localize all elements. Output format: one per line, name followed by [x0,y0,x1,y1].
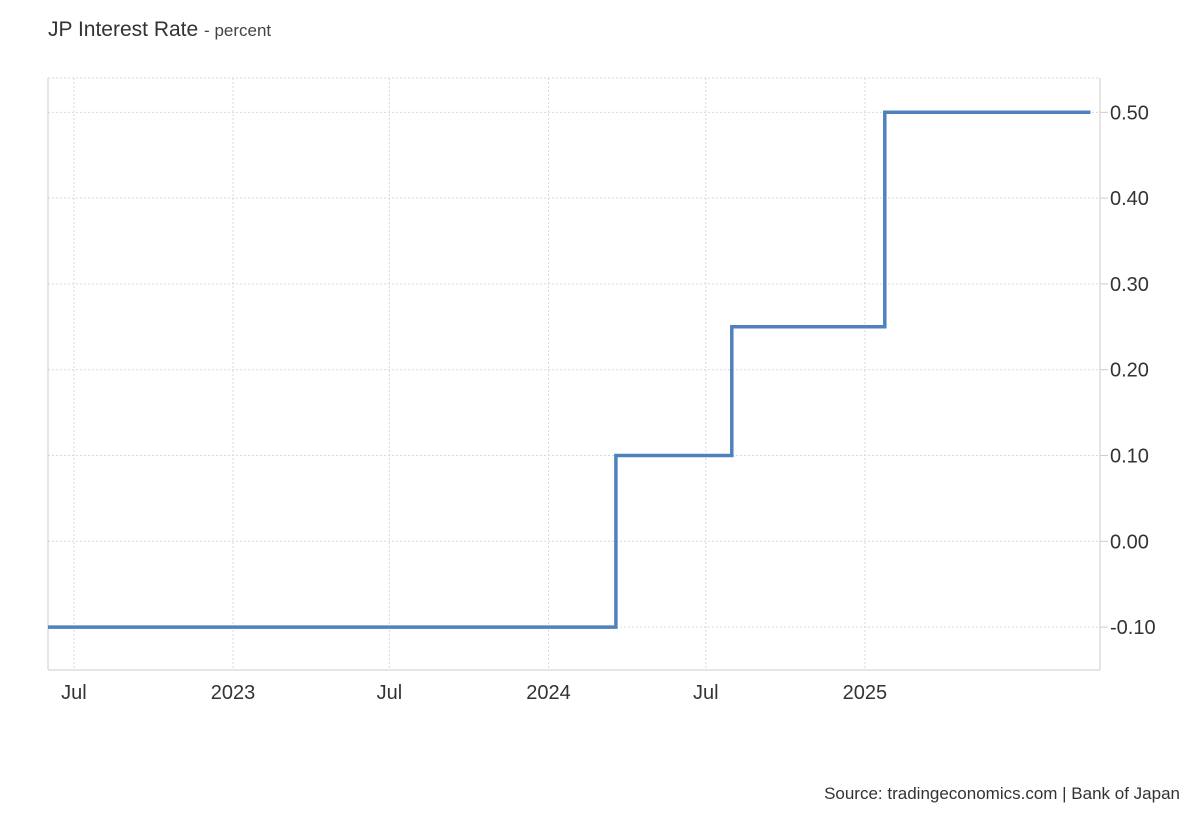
y-tick-label: 0.30 [1110,274,1149,296]
x-tick-label: Jul [61,682,87,704]
x-tick-label: 2023 [211,682,256,704]
y-tick-label: 0.00 [1110,531,1149,553]
x-tick-label: 2025 [843,682,888,704]
x-tick-label: Jul [377,682,403,704]
x-tick-label: 2024 [526,682,571,704]
y-tick-label: 0.50 [1110,102,1149,124]
source-credit: Source: tradingeconomics.com | Bank of J… [824,784,1180,803]
chart-title: JP Interest Rate - percent [48,18,271,42]
x-tick-label: Jul [693,682,719,704]
chart-title-text: JP Interest Rate [48,18,199,41]
y-tick-label: 0.10 [1110,446,1149,468]
series-line [48,110,1091,629]
label-layer: 0.50 0.40 0.30 0.20 0.10 0.00 -0.10 Jul 2023 Jul 2… [61,102,1155,704]
series-layer [48,110,1091,629]
chart-area: 0.50 0.40 0.30 0.20 0.10 0.00 -0.10 Jul 2023 Jul 2… [47,77,1156,704]
chart-unit-separator: - [204,21,215,40]
grid-layer [48,77,1100,670]
y-tick-label: -0.10 [1110,617,1156,639]
chart-subtitle: percent [214,21,272,40]
y-tick-label: 0.20 [1110,360,1149,382]
axis-layer [47,78,1108,671]
y-tick-label: 0.40 [1110,188,1149,210]
